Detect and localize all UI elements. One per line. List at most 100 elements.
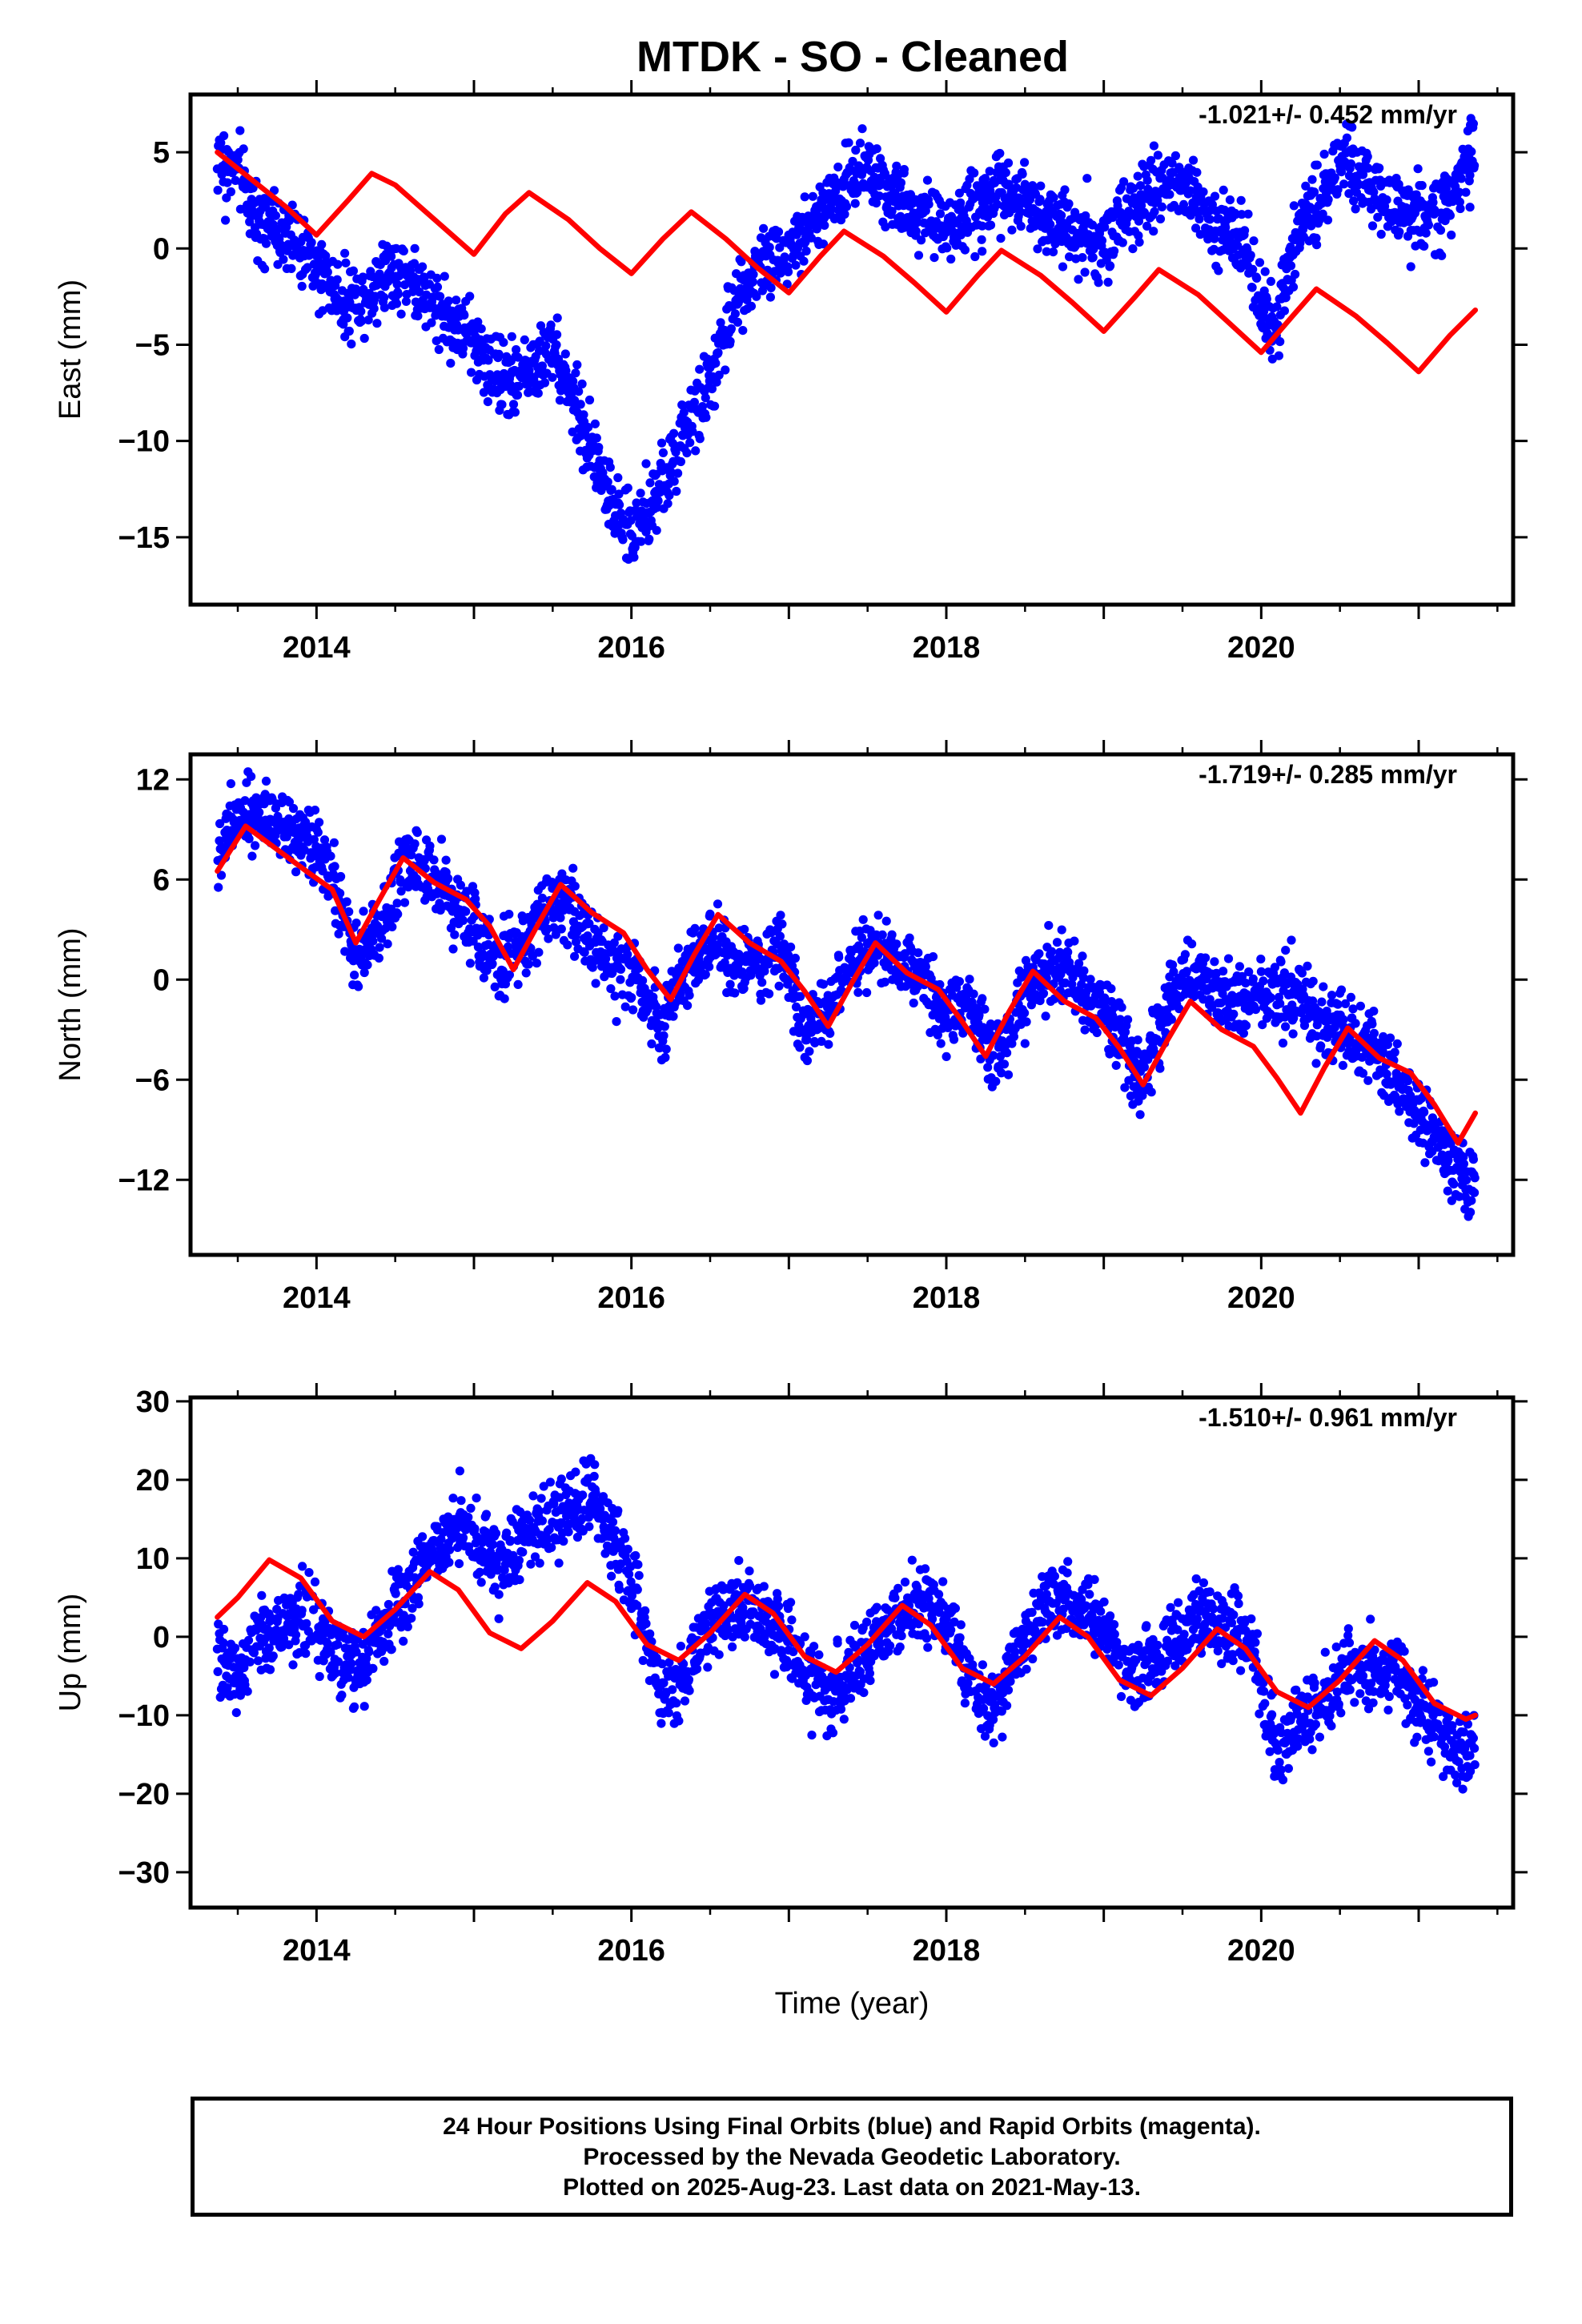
data-point <box>520 335 529 344</box>
data-point <box>560 349 570 359</box>
data-point <box>601 954 611 963</box>
data-point <box>1017 972 1026 982</box>
data-point <box>313 827 323 837</box>
data-point <box>407 850 416 860</box>
data-point <box>362 1675 371 1685</box>
data-point <box>892 939 901 949</box>
data-point <box>336 871 346 882</box>
data-point <box>368 1663 378 1674</box>
data-point <box>765 989 774 999</box>
data-point <box>949 1035 959 1044</box>
data-point <box>1395 1107 1404 1116</box>
data-point <box>757 978 767 987</box>
data-point <box>1279 306 1289 316</box>
data-point <box>799 256 809 266</box>
data-point <box>570 907 580 916</box>
data-point <box>660 1022 669 1031</box>
data-point <box>1256 967 1266 976</box>
data-point <box>887 207 897 216</box>
data-point <box>685 438 695 448</box>
data-point <box>1092 272 1102 282</box>
data-point <box>610 991 620 1001</box>
data-point <box>1319 982 1328 991</box>
data-point <box>326 851 335 861</box>
data-point <box>490 982 500 991</box>
data-point <box>351 1647 361 1657</box>
data-point <box>372 319 382 328</box>
data-point <box>1235 962 1244 971</box>
data-point <box>434 344 444 355</box>
data-point <box>926 974 936 983</box>
data-point <box>899 165 909 175</box>
data-point <box>1187 939 1197 949</box>
data-point <box>1022 1017 1031 1027</box>
data-point <box>329 838 339 847</box>
data-point <box>620 1002 630 1011</box>
data-point <box>544 934 553 943</box>
data-point <box>1288 282 1299 292</box>
data-point <box>216 138 226 147</box>
data-point <box>1046 219 1055 229</box>
data-point <box>1252 273 1262 283</box>
data-point <box>1437 251 1447 260</box>
data-point <box>1288 1029 1298 1039</box>
data-point <box>942 243 952 253</box>
data-point <box>1237 971 1247 981</box>
data-point <box>350 971 359 980</box>
data-point <box>396 1622 406 1632</box>
data-point <box>1406 262 1415 271</box>
data-point <box>748 277 758 287</box>
data-point <box>1120 1083 1130 1092</box>
data-point <box>1470 1173 1480 1183</box>
data-point <box>853 987 863 997</box>
data-point <box>1111 1060 1121 1070</box>
data-point <box>688 427 697 436</box>
data-point <box>1009 1031 1018 1042</box>
data-point <box>504 970 515 979</box>
data-point <box>580 947 589 957</box>
data-point <box>1286 261 1296 271</box>
data-point <box>572 360 582 370</box>
data-point <box>383 939 392 949</box>
data-point <box>614 489 624 499</box>
data-point <box>723 282 733 292</box>
data-point <box>507 332 516 341</box>
data-point <box>922 175 933 185</box>
data-point <box>1382 1069 1391 1079</box>
data-point <box>450 930 460 939</box>
data-point <box>253 1656 263 1666</box>
data-point <box>374 953 383 963</box>
data-point <box>858 915 868 924</box>
model-curve <box>215 149 1479 375</box>
data-point <box>1249 236 1259 246</box>
data-point <box>399 246 408 255</box>
data-point <box>346 947 355 957</box>
data-point <box>1236 195 1246 205</box>
data-point <box>841 202 852 211</box>
data-point <box>1106 1007 1116 1016</box>
data-point <box>257 1590 267 1600</box>
data-point <box>765 292 776 302</box>
data-point <box>606 984 616 994</box>
data-point <box>1262 294 1271 304</box>
data-point <box>1229 1009 1239 1019</box>
data-point <box>682 448 692 458</box>
data-point <box>1016 207 1026 217</box>
data-point <box>425 841 435 850</box>
data-point <box>701 970 710 979</box>
data-point <box>383 1599 393 1610</box>
data-point <box>449 918 459 927</box>
data-point <box>818 979 829 989</box>
data-point <box>795 1043 805 1052</box>
data-point <box>1134 237 1144 247</box>
data-point <box>310 1577 320 1586</box>
data-point <box>297 1606 307 1615</box>
data-point <box>647 1039 656 1049</box>
data-point <box>591 979 600 988</box>
data-point <box>965 175 974 184</box>
data-point <box>707 384 717 394</box>
data-point <box>570 951 580 961</box>
data-point <box>1369 187 1379 197</box>
data-point <box>555 396 565 405</box>
